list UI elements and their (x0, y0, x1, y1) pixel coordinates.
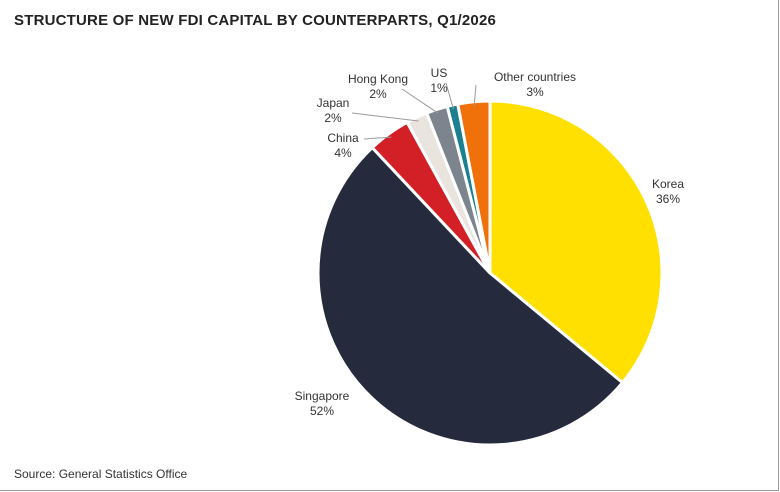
leader-lines (351, 82, 477, 140)
slice-singapore (316, 146, 625, 447)
label-name-korea: Korea (652, 177, 684, 191)
leader-japan (351, 112, 419, 122)
label-value-us: 1% (430, 81, 448, 95)
label-name-us: US (431, 66, 448, 80)
label-china: China 4% (327, 131, 359, 160)
pie-slices (316, 99, 664, 447)
label-value-china: 4% (334, 146, 352, 160)
label-value-japan: 2% (324, 111, 342, 125)
label-name-singapore: Singapore (295, 389, 350, 403)
label-name-china: China (327, 131, 359, 145)
label-value-hong-kong: 2% (369, 87, 387, 101)
label-us: US 1% (430, 66, 448, 95)
label-value-korea: 36% (656, 192, 680, 206)
label-value-singapore: 52% (310, 404, 334, 418)
label-value-other-countries: 3% (526, 85, 544, 99)
leader-us (445, 82, 454, 110)
label-singapore: Singapore 52% (295, 389, 350, 418)
leader-hong-kong (401, 88, 439, 114)
source-note: Source: General Statistics Office (14, 467, 188, 481)
label-japan: Japan 2% (317, 96, 350, 125)
label-hong-kong: Hong Kong 2% (348, 72, 408, 101)
chart-title: STRUCTURE OF NEW FDI CAPITAL BY COUNTERP… (14, 12, 497, 29)
label-other-countries: Other countries 3% (494, 70, 576, 99)
leader-china (363, 136, 392, 140)
label-name-japan: Japan (317, 96, 350, 110)
slice-korea (488, 99, 664, 385)
label-name-hong-kong: Hong Kong (348, 72, 408, 86)
leader-other-countries (473, 84, 477, 106)
slice-other-countries (456, 99, 492, 275)
slice-labels: Korea 36%Singapore 52%China 4%Japan 2%Hong K… (295, 66, 685, 418)
label-name-other-countries: Other countries (494, 70, 576, 84)
label-korea: Korea 36% (652, 177, 684, 206)
